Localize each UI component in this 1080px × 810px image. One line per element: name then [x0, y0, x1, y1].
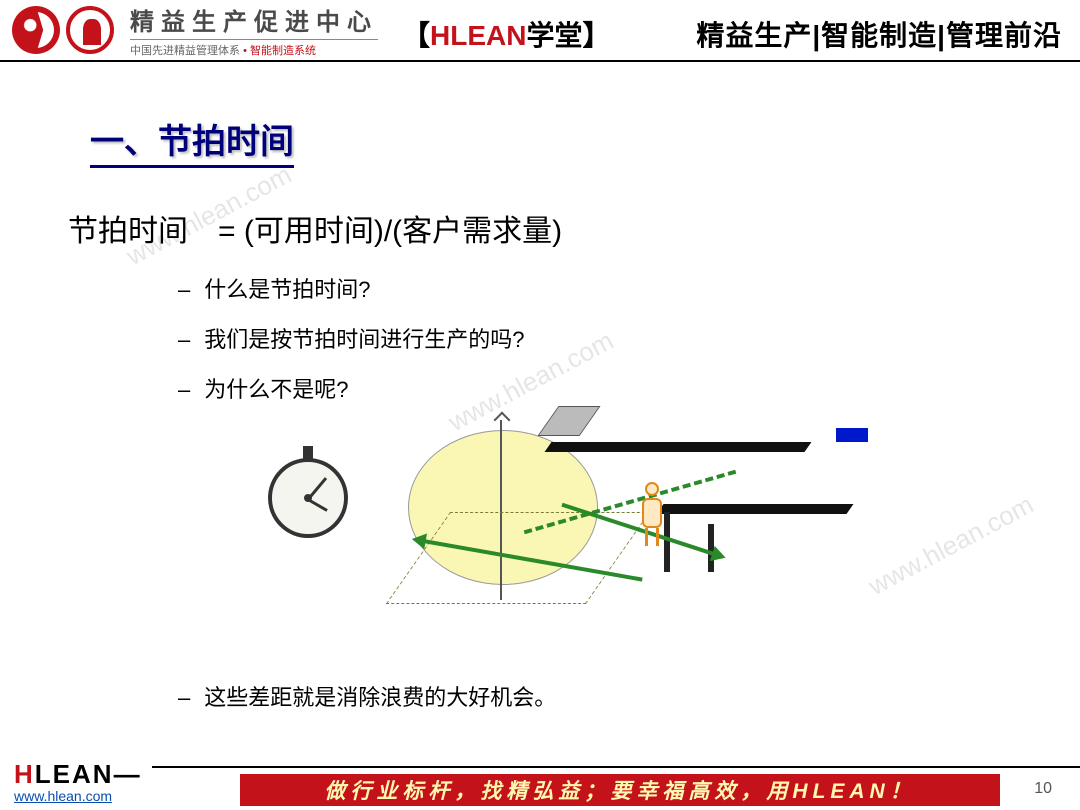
header: 精益生产促进中心 中国先进精益管理体系 • 智能制造系统 【HLEAN学堂】 精…: [0, 0, 1080, 62]
bracket-open: 【: [402, 20, 430, 51]
stopwatch-icon: [268, 458, 348, 538]
footer: HLEAN— www.hlean.com 做行业标杆，找精弘益；要幸福高效，用H…: [0, 755, 1080, 810]
bullet-item: 什么是节拍时间?: [178, 272, 525, 304]
bullet-item: 我们是按节拍时间进行生产的吗?: [178, 322, 525, 354]
brand-rest: LEAN: [35, 759, 114, 789]
footer-left: HLEAN— www.hlean.com: [14, 759, 136, 804]
footer-slogan: 做行业标杆，找精弘益；要幸福高效，用HLEAN！: [324, 775, 915, 805]
logo-c-icon: [12, 6, 60, 54]
header-nav: 精益生产|智能制造|管理前沿: [696, 14, 1062, 54]
header-accent: HLEAN: [430, 20, 526, 51]
tray-icon: [537, 406, 600, 436]
illustration: [268, 420, 888, 620]
logo-sub-left: 中国先进精益管理体系: [130, 45, 240, 57]
logo-block: 精益生产促进中心 中国先进精益管理体系 • 智能制造系统: [12, 2, 378, 58]
logo-ring-icon: [66, 6, 114, 54]
footer-rule: [152, 766, 1080, 768]
formula: 节拍时间 = (可用时间)/(客户需求量): [68, 206, 562, 250]
logo-sub-right: 智能制造系统: [250, 45, 316, 57]
page-number: 10: [1034, 780, 1052, 798]
bracket-close: 】: [582, 20, 610, 51]
table-icon: [656, 504, 853, 514]
bullet-list: 什么是节拍时间? 我们是按节拍时间进行生产的吗? 为什么不是呢?: [178, 272, 525, 422]
logo-text: 精益生产促进中心 中国先进精益管理体系 • 智能制造系统: [130, 2, 378, 58]
section-title: 一、节拍时间: [90, 114, 294, 168]
bottom-bullet: 这些差距就是消除浪费的大好机会。: [178, 680, 556, 712]
watermark: www.hlean.com: [863, 489, 1038, 602]
blue-block-icon: [836, 428, 868, 442]
logo-subtitle: 中国先进精益管理体系 • 智能制造系统: [130, 42, 378, 58]
footer-bar: 做行业标杆，找精弘益；要幸福高效，用HLEAN！: [240, 774, 1000, 806]
bullet-item: 为什么不是呢?: [178, 372, 525, 404]
footer-brand: HLEAN—: [14, 759, 136, 790]
brand-h: H: [14, 759, 35, 789]
footer-url[interactable]: www.hlean.com: [14, 788, 136, 804]
header-center-rest: 学堂: [526, 20, 582, 51]
table-icon: [544, 442, 811, 452]
wall-icon: [664, 512, 670, 572]
person-icon: [640, 482, 664, 544]
logo-title: 精益生产促进中心: [130, 2, 378, 40]
header-center: 【HLEAN学堂】: [402, 14, 611, 54]
